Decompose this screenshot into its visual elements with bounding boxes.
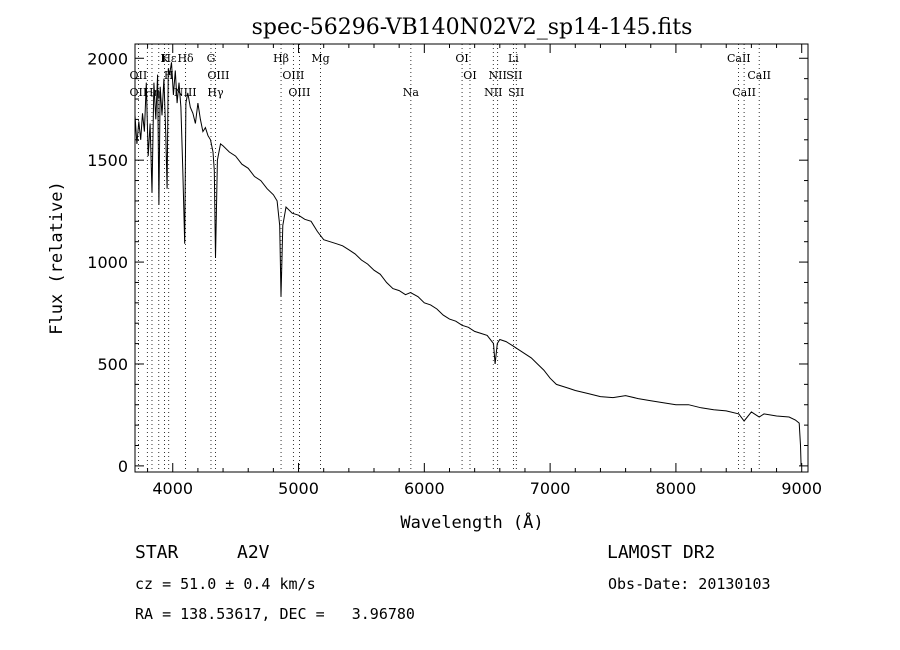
line-label: OI — [463, 69, 476, 82]
line-label: OII — [130, 69, 148, 82]
line-label: Na — [403, 86, 420, 99]
survey-name: LAMOST DR2 — [607, 542, 715, 563]
line-label: CaII — [732, 86, 756, 99]
line-label: OIII — [288, 86, 310, 99]
object-class: STAR — [135, 542, 179, 563]
x-axis: 4000 5000 6000 7000 8000 9000 — [148, 44, 822, 498]
plot-frame — [135, 44, 808, 472]
line-label: SII — [506, 69, 522, 82]
redshift-readout: cz = 51.0 ± 0.4 km/s — [135, 575, 316, 593]
object-subclass: A2V — [237, 542, 270, 563]
line-label: K — [160, 52, 169, 65]
x-tick-label: 6000 — [404, 479, 445, 498]
x-tick-label: 7000 — [530, 479, 571, 498]
x-tick-label: 8000 — [656, 479, 697, 498]
x-tick-label: 5000 — [278, 479, 319, 498]
line-label: OIII — [282, 69, 304, 82]
line-label: SII — [508, 86, 524, 99]
y-tick-label: 500 — [97, 355, 128, 374]
spectrum-figure: spec-56296-VB140N02V2_sp14-145.fits HεK H… — [0, 0, 900, 650]
y-axis: 0 500 1000 1500 2000 — [87, 49, 808, 476]
line-label: Hγ — [207, 86, 224, 99]
line-label: NII — [489, 69, 507, 82]
line-label: OIII — [207, 69, 229, 82]
line-label: Hβ — [273, 52, 289, 65]
x-axis-label: Wavelength (Å) — [400, 511, 543, 533]
line-label: Hδ — [177, 52, 194, 65]
line-marker-layer — [138, 44, 759, 472]
line-label: CaII — [747, 69, 771, 82]
line-label: CaII — [727, 52, 751, 65]
x-tick-label: 4000 — [152, 479, 193, 498]
line-label: Mg — [311, 52, 329, 65]
y-axis-label: Flux (relative) — [47, 181, 67, 335]
y-tick-label: 2000 — [87, 49, 128, 68]
x-tick-label: 9000 — [781, 479, 822, 498]
spectrum-line — [135, 62, 801, 466]
line-label: OI — [455, 52, 468, 65]
y-tick-label: 0 — [118, 457, 128, 476]
chart-title: spec-56296-VB140N02V2_sp14-145.fits — [252, 15, 693, 40]
line-label: Li — [508, 52, 519, 65]
line-label: G — [207, 52, 216, 65]
coordinates: RA = 138.53617, DEC = 3.96780 — [135, 605, 415, 623]
y-tick-label: 1500 — [87, 151, 128, 170]
line-label: NII — [484, 86, 502, 99]
obs-date: Obs-Date: 20130103 — [608, 575, 771, 593]
y-tick-label: 1000 — [87, 253, 128, 272]
